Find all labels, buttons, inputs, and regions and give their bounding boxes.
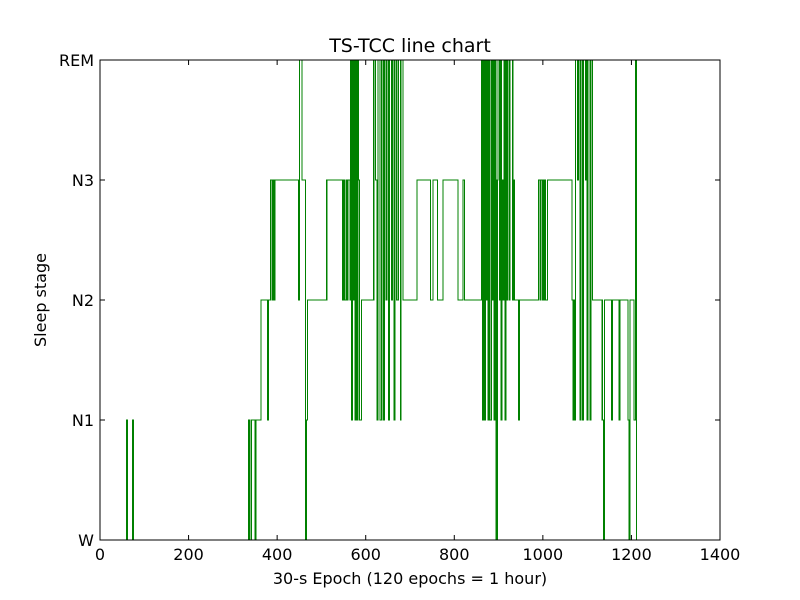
y-tick-label: W: [78, 531, 94, 550]
x-tick-label: 800: [439, 545, 470, 564]
x-tick-label: 0: [95, 545, 105, 564]
series-layer: [100, 59, 664, 541]
x-tick-label: 200: [173, 545, 204, 564]
y-tick-label: N1: [72, 411, 94, 430]
chart-title: TS-TCC line chart: [328, 35, 491, 57]
x-tick-label: 1200: [611, 545, 652, 564]
x-tick-label: 600: [350, 545, 381, 564]
y-axis-label: Sleep stage: [31, 253, 50, 347]
y-tick-labels: W N1 N2 N3 REM: [59, 51, 94, 550]
x-axis-label: 30-s Epoch (120 epochs = 1 hour): [273, 569, 547, 588]
y-tick-label: N2: [72, 291, 94, 310]
x-tick-label: 400: [262, 545, 293, 564]
y-tick-label: N3: [72, 171, 94, 190]
sleep-stage-series-line: [100, 59, 664, 541]
y-tick-label: REM: [59, 51, 94, 70]
x-tick-label: 1000: [522, 545, 563, 564]
x-tick-labels: 0 200 400 600 800 1000 1200 1400: [95, 545, 740, 564]
plot-frame: [99, 59, 721, 541]
x-tick-label: 1400: [700, 545, 741, 564]
